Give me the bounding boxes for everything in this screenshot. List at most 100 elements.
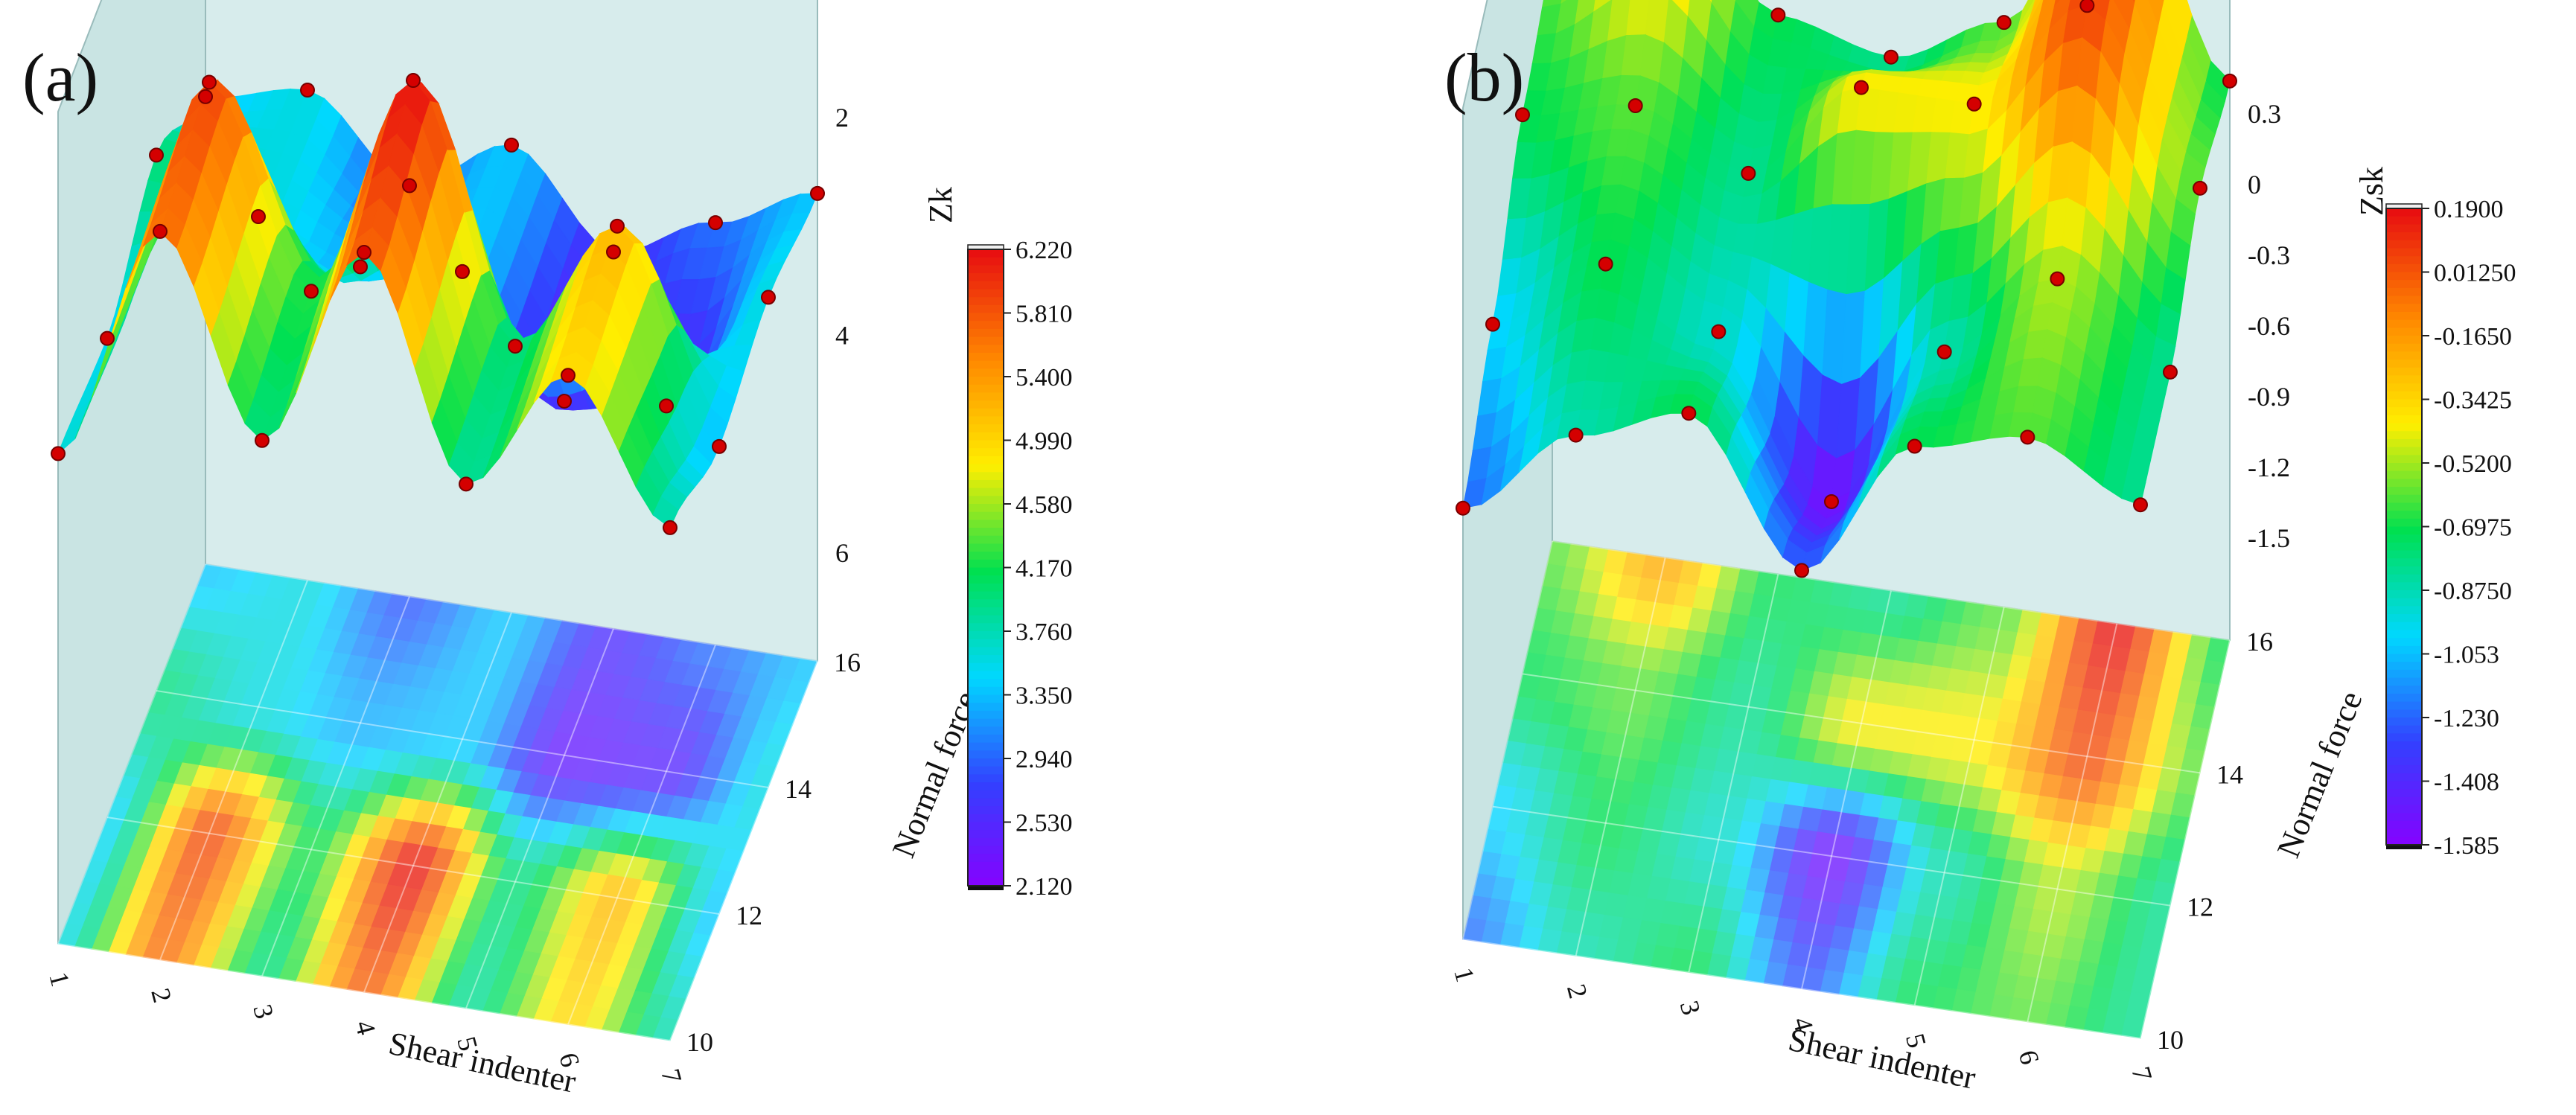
data-point — [606, 244, 621, 260]
data-point — [198, 89, 213, 104]
y-tick-label: 16 — [2246, 627, 2273, 656]
data-point — [1907, 438, 1922, 454]
x-axis-title: Shear indenter — [1785, 1021, 1979, 1096]
data-point — [2133, 497, 2148, 513]
colorbar-tick-label: -1.585 — [2434, 832, 2499, 860]
z-tick-label: 2 — [835, 103, 849, 132]
data-point — [153, 223, 168, 239]
z-tick-label: -1.2 — [2248, 453, 2290, 482]
floor-grid — [1462, 540, 2231, 1039]
data-point — [1794, 563, 1809, 578]
data-point — [2193, 180, 2207, 196]
panel-label: (a) — [22, 39, 98, 115]
data-point — [708, 215, 723, 231]
colorbar-tick-label: 5.400 — [1016, 364, 1073, 392]
colorbar-tick-label: 4.170 — [1016, 555, 1073, 583]
data-point — [1515, 107, 1530, 123]
data-point — [353, 259, 368, 275]
z-tick-label: 0.3 — [2248, 99, 2281, 129]
colorbar-tick-label: 4.990 — [1016, 428, 1073, 456]
colorbar-tick-label: 2.530 — [1016, 810, 1073, 837]
data-point — [761, 290, 776, 305]
data-point — [459, 476, 474, 492]
colorbar-tick-label: -0.3425 — [2434, 387, 2512, 415]
data-point — [663, 520, 678, 535]
y-tick-label: 12 — [736, 901, 762, 930]
data-point — [659, 398, 674, 414]
data-points — [51, 73, 825, 535]
z-tick-label: -1.5 — [2248, 523, 2290, 553]
colorbar-tick-label: -1.053 — [2434, 642, 2499, 669]
colorbar: 0.1900 0.01250 -0.1650 -0.3425 -0.5200 -0.697… — [2385, 196, 2516, 860]
data-point — [508, 339, 523, 354]
colorbar-tick-label: 0.01250 — [2434, 260, 2516, 287]
colorbar-tick-label: 6.220 — [1016, 237, 1073, 264]
data-point — [610, 218, 625, 234]
z-tick-label: 0 — [2248, 170, 2261, 199]
x-tick-label: 7 — [655, 1066, 687, 1087]
surface-3d — [57, 79, 818, 528]
data-point — [1884, 49, 1898, 65]
z-axis-title: Zsk — [2353, 167, 2390, 216]
data-point — [561, 368, 576, 383]
colorbar-tick-label: 5.810 — [1016, 301, 1073, 328]
y-tick-label: 12 — [2187, 892, 2213, 922]
x-tick-label: 3 — [1674, 997, 1706, 1018]
data-point — [557, 393, 572, 409]
colorbar-tick-label: 4.580 — [1016, 491, 1073, 519]
data-point — [51, 446, 66, 461]
data-point — [1824, 493, 1839, 509]
data-point — [2050, 271, 2065, 287]
data-point — [300, 83, 315, 98]
x-tick-label: 4 — [349, 1017, 381, 1038]
data-point — [2222, 73, 2237, 89]
data-point — [1568, 427, 1584, 443]
data-point — [1770, 7, 1786, 23]
data-point — [100, 330, 115, 346]
data-point — [2020, 429, 2035, 445]
colorbar-tick-label: -0.8750 — [2434, 578, 2512, 605]
x-tick-label: 3 — [247, 1001, 279, 1022]
y-tick-label: 10 — [686, 1027, 713, 1057]
z-tick-labels: 2 4 6 — [835, 103, 849, 568]
floor-heatmap — [57, 563, 818, 1041]
colorbar-tick-label: -0.1650 — [2434, 323, 2512, 351]
floor-grid — [57, 563, 818, 1041]
data-point — [357, 245, 372, 261]
colorbar-tick-label: -0.6975 — [2434, 514, 2512, 542]
data-point — [406, 73, 421, 89]
data-point — [810, 185, 825, 201]
data-points — [1456, 0, 2237, 578]
z-tick-label: -0.9 — [2248, 382, 2290, 412]
data-point — [251, 209, 266, 225]
y-tick-labels: 10 12 14 16 — [686, 648, 861, 1057]
data-point — [304, 284, 319, 299]
data-point — [1681, 406, 1697, 421]
data-point — [1598, 256, 1613, 272]
data-point — [504, 137, 519, 153]
data-point — [1741, 165, 1756, 181]
data-point — [2163, 364, 2178, 380]
data-point — [1854, 80, 1869, 95]
x-tick-label: 6 — [2013, 1047, 2045, 1068]
chart-panel-b: 1234567101214160.30-0.3-0.6-0.9-1.2-1.5S… — [1444, 0, 2516, 1096]
data-point — [402, 178, 417, 194]
z-tick-label: -0.6 — [2248, 311, 2290, 341]
panel-label: (b) — [1444, 39, 1524, 115]
floor-heatmap — [1462, 540, 2231, 1039]
data-point — [255, 432, 270, 448]
data-point — [202, 74, 217, 90]
data-point — [1456, 500, 1470, 516]
colorbar-tick-label: -0.5200 — [2434, 450, 2512, 478]
colorbar-tick-label: 3.760 — [1016, 619, 1073, 646]
data-point — [2079, 0, 2095, 13]
x-tick-label: 2 — [145, 985, 177, 1006]
data-point — [149, 147, 164, 163]
data-point — [1936, 344, 1952, 360]
x-axis-title: Shear indenter — [386, 1025, 579, 1100]
x-tick-label: 1 — [43, 969, 75, 990]
y-tick-label: 14 — [2216, 759, 2243, 789]
z-tick-labels: 0.3 0 -0.3 -0.6 -0.9 -1.2 -1.5 — [2248, 99, 2290, 553]
y-tick-labels: 10 12 14 16 — [2157, 627, 2273, 1055]
